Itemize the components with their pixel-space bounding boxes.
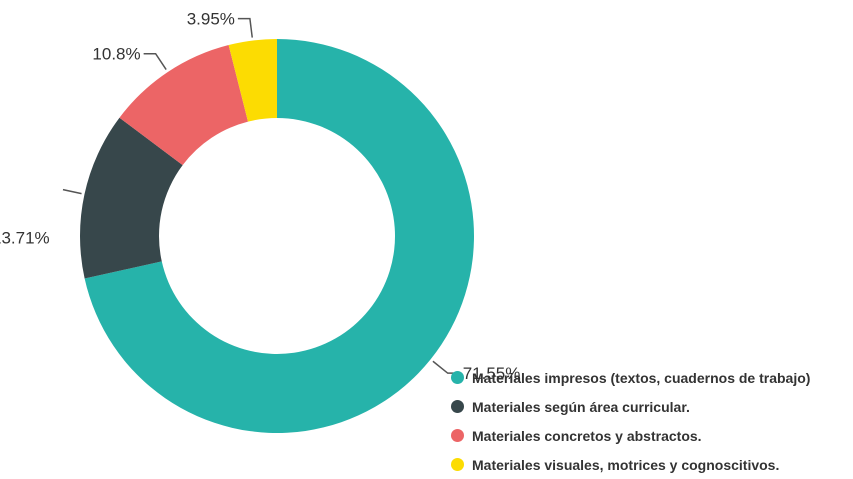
donut-slice-visuales[interactable] (228, 39, 277, 122)
data-label-visuales: 3.95% (187, 10, 235, 29)
leader-line-concretos (143, 52, 167, 70)
legend-label: Materiales visuales, motrices y cognosci… (472, 456, 780, 473)
legend-item-visuales[interactable]: Materiales visuales, motrices y cognosci… (451, 450, 810, 479)
donut-slice-impresos[interactable] (84, 39, 475, 433)
donut-slice-area-curricular[interactable] (79, 117, 183, 279)
legend-label: Materiales impresos (textos, cuadernos d… (472, 369, 811, 386)
leader-line-area-curricular (62, 188, 82, 195)
legend-item-concretos[interactable]: Materiales concretos y abstractos. (451, 421, 810, 450)
data-label-area-curricular: 13.71% (0, 229, 50, 248)
legend-swatch (451, 371, 464, 384)
legend-item-area-curricular[interactable]: Materiales según área curricular. (451, 392, 810, 421)
legend: Materiales impresos (textos, cuadernos d… (451, 363, 810, 479)
donut-slice-concretos[interactable] (119, 45, 249, 166)
legend-item-impresos[interactable]: Materiales impresos (textos, cuadernos d… (451, 363, 810, 392)
legend-swatch (451, 458, 464, 471)
legend-label: Materiales concretos y abstractos. (472, 427, 702, 444)
data-label-concretos: 10.8% (92, 45, 140, 64)
leader-line-visuales (237, 17, 253, 38)
legend-label: Materiales según área curricular. (472, 398, 690, 415)
legend-swatch (451, 400, 464, 413)
legend-swatch (451, 429, 464, 442)
data-label-impresos: 71.55% (463, 364, 521, 383)
